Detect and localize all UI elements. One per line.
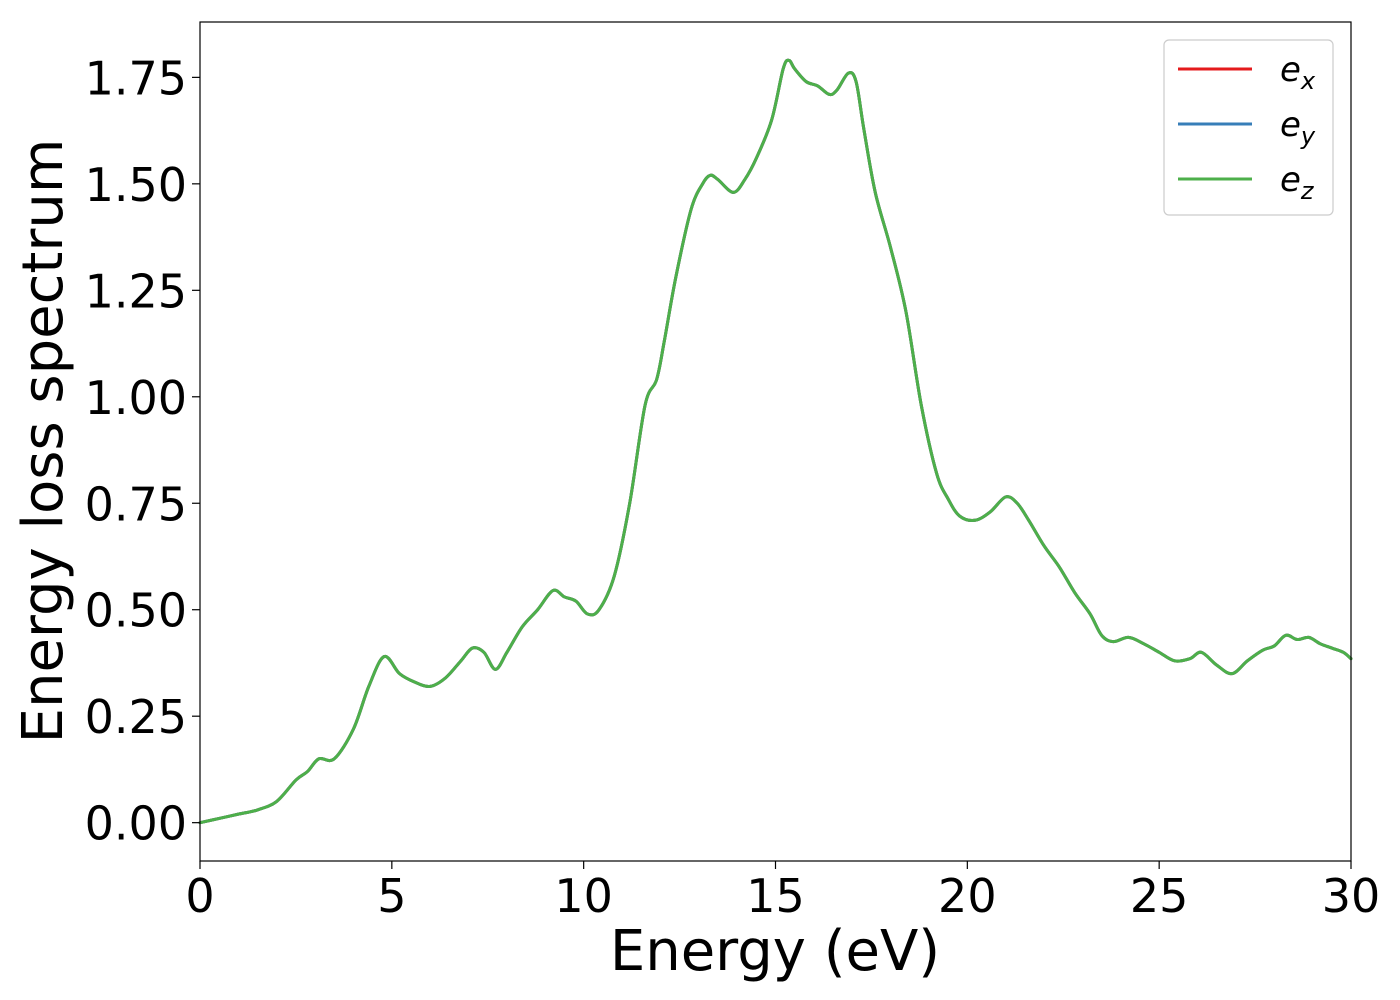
y-tick-label: 1.25 <box>85 264 187 318</box>
x-tick-label: 20 <box>938 869 997 923</box>
x-tick-label: 25 <box>1130 869 1189 923</box>
legend-label-e-z: ez <box>1280 160 1315 205</box>
legend-box <box>1163 39 1334 216</box>
y-tick-label: 1.75 <box>85 51 187 105</box>
series-line-e-z <box>198 58 1353 825</box>
y-tick-label: 0.50 <box>85 584 187 638</box>
y-tick-label: 1.50 <box>85 158 187 212</box>
y-axis: 0.00 0.25 0.50 0.75 1.00 1.25 1.50 1.75 <box>85 51 200 851</box>
x-tick-label: 5 <box>377 869 406 923</box>
y-tick-label: 0.25 <box>85 690 187 744</box>
x-tick-label: 30 <box>1322 869 1381 923</box>
y-axis-title: Energy loss spectrum <box>11 139 76 744</box>
x-tick-label: 10 <box>554 869 613 923</box>
x-tick-label: 0 <box>185 869 214 923</box>
y-tick-label: 0.00 <box>85 797 187 851</box>
legend: ex ey ez <box>1163 39 1334 216</box>
y-tick-label: 1.00 <box>85 371 187 425</box>
series-layer <box>198 58 1353 825</box>
x-tick-label: 15 <box>746 869 805 923</box>
legend-label-e-y: ey <box>1280 105 1316 150</box>
legend-label-e-x: ex <box>1280 50 1316 95</box>
x-axis: 0 5 10 15 20 25 30 <box>185 861 1380 923</box>
y-tick-label: 0.75 <box>85 477 187 531</box>
x-axis-title: Energy (eV) <box>610 919 940 984</box>
